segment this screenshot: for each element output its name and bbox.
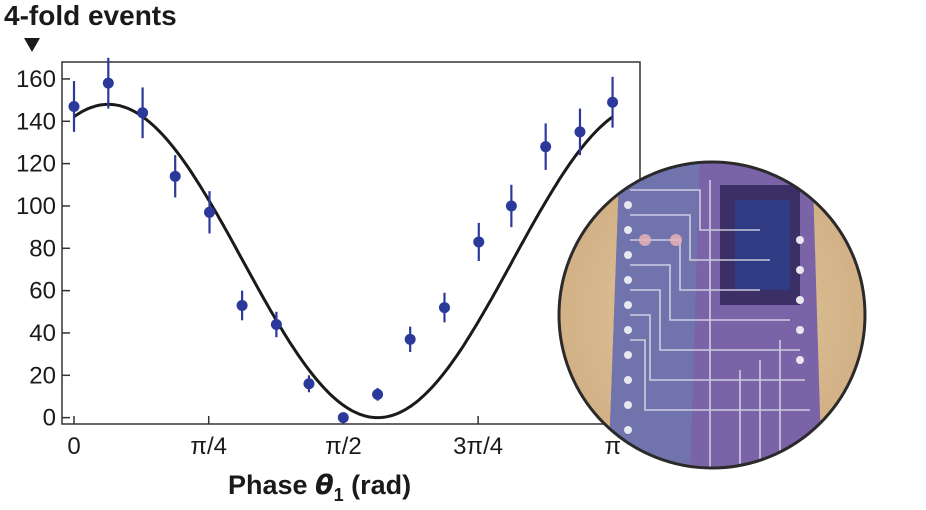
data-point bbox=[473, 236, 485, 248]
data-point bbox=[574, 126, 586, 138]
y-axis-label: 4-fold events bbox=[4, 0, 177, 31]
data-point bbox=[337, 412, 349, 424]
y-ticks: 0 20 40 60 80 100 120 140 160 bbox=[16, 66, 70, 432]
y-tick-label: 100 bbox=[16, 193, 56, 220]
x-axis-label: Phase θ1 (rad) bbox=[228, 470, 411, 505]
y-tick-label: 120 bbox=[16, 151, 56, 178]
x-tick-label: π bbox=[605, 433, 622, 460]
data-point bbox=[505, 200, 517, 212]
y-tick-label: 80 bbox=[29, 235, 56, 262]
data-point bbox=[540, 141, 552, 153]
data-point bbox=[204, 206, 216, 218]
plot-frame bbox=[61, 61, 641, 425]
x-tick-label: π/4 bbox=[190, 433, 227, 460]
x-tick-label: 0 bbox=[67, 433, 80, 460]
y-tick-label: 40 bbox=[29, 320, 56, 347]
y-tick-label: 60 bbox=[29, 278, 56, 305]
y-axis-arrow-icon bbox=[24, 38, 40, 52]
data-point bbox=[236, 299, 248, 311]
data-point bbox=[607, 96, 619, 108]
data-point bbox=[372, 388, 384, 400]
data-points bbox=[68, 57, 619, 424]
x-ticks: 0 π/4 π/2 3π/4 π bbox=[67, 416, 621, 460]
data-point bbox=[270, 319, 282, 331]
data-point bbox=[68, 100, 80, 112]
y-tick-label: 0 bbox=[43, 405, 56, 432]
data-point bbox=[137, 107, 149, 119]
fit-curve bbox=[73, 102, 614, 420]
y-tick-label: 20 bbox=[29, 362, 56, 389]
x-tick-label: π/2 bbox=[325, 433, 362, 460]
y-tick-label: 160 bbox=[16, 66, 56, 93]
data-point bbox=[169, 170, 181, 182]
x-tick-label: 3π/4 bbox=[453, 433, 503, 460]
data-point bbox=[404, 333, 416, 345]
data-point bbox=[102, 77, 114, 89]
y-tick-label: 140 bbox=[16, 108, 56, 135]
data-point bbox=[438, 302, 450, 314]
chip-photo-inset bbox=[557, 160, 867, 470]
data-point bbox=[303, 378, 315, 390]
